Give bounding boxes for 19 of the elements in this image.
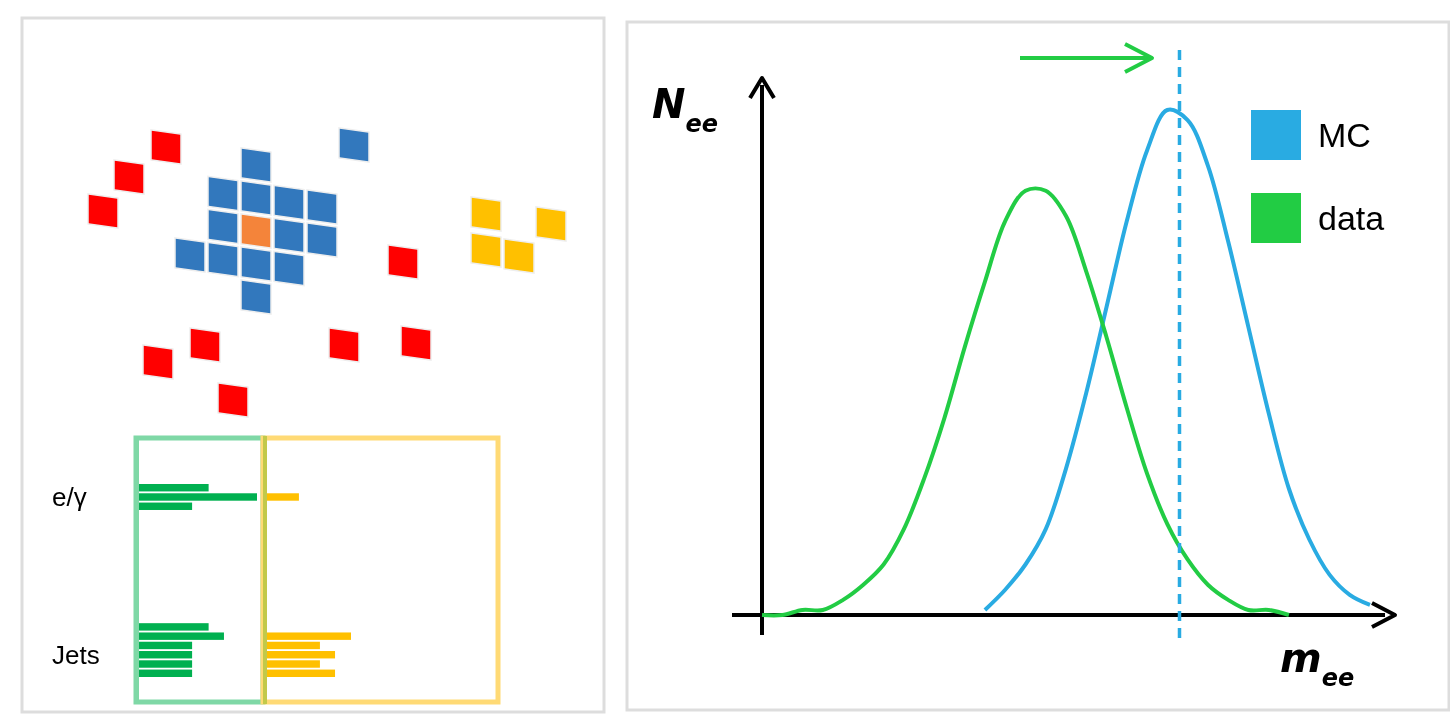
bar [267,660,320,668]
bar [139,484,209,492]
bar [267,669,336,677]
bar [267,651,336,659]
bar [139,651,193,659]
bar [267,641,320,650]
bar [139,669,193,677]
bar [139,641,193,650]
bar [267,632,351,640]
bar [139,502,193,510]
y-axis-title: N$_{ee}$ [652,81,719,138]
y-tick-label: Jets [52,639,100,670]
bar [139,493,257,501]
legend-label: MC [1318,116,1371,154]
bar [139,660,193,668]
y-tick-label: e/γ [52,481,87,512]
legend-label: data [1318,199,1385,237]
bar [267,493,299,501]
x-axis-title: m$_{ee}$ [1280,635,1355,692]
